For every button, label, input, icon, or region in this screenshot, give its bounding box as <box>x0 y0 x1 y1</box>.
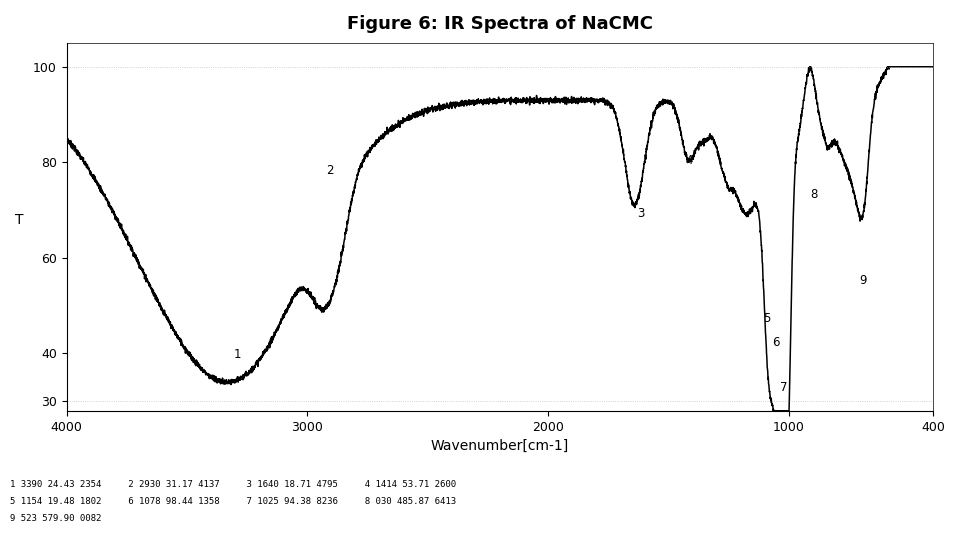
Text: 8: 8 <box>810 188 818 201</box>
Text: 9: 9 <box>859 273 866 287</box>
Text: 5 1154 19.48 1802     6 1078 98.44 1358     7 1025 94.38 8236     8 030 485.87 6: 5 1154 19.48 1802 6 1078 98.44 1358 7 10… <box>10 497 456 506</box>
Text: 6: 6 <box>772 336 780 349</box>
Text: 2: 2 <box>326 164 334 176</box>
X-axis label: Wavenumber[cm-1]: Wavenumber[cm-1] <box>431 439 569 453</box>
Title: Figure 6: IR Spectra of NaCMC: Figure 6: IR Spectra of NaCMC <box>347 15 653 33</box>
Text: 5: 5 <box>763 312 771 325</box>
Text: 1 3390 24.43 2354     2 2930 31.17 4137     3 1640 18.71 4795     4 1414 53.71 2: 1 3390 24.43 2354 2 2930 31.17 4137 3 16… <box>10 480 456 489</box>
Text: 7: 7 <box>780 381 787 394</box>
Text: 9 523 579.90 0082: 9 523 579.90 0082 <box>10 514 101 523</box>
Y-axis label: T: T <box>15 213 23 227</box>
Text: 3: 3 <box>637 207 644 220</box>
Text: 4: 4 <box>685 154 692 167</box>
Text: 1: 1 <box>234 348 241 360</box>
